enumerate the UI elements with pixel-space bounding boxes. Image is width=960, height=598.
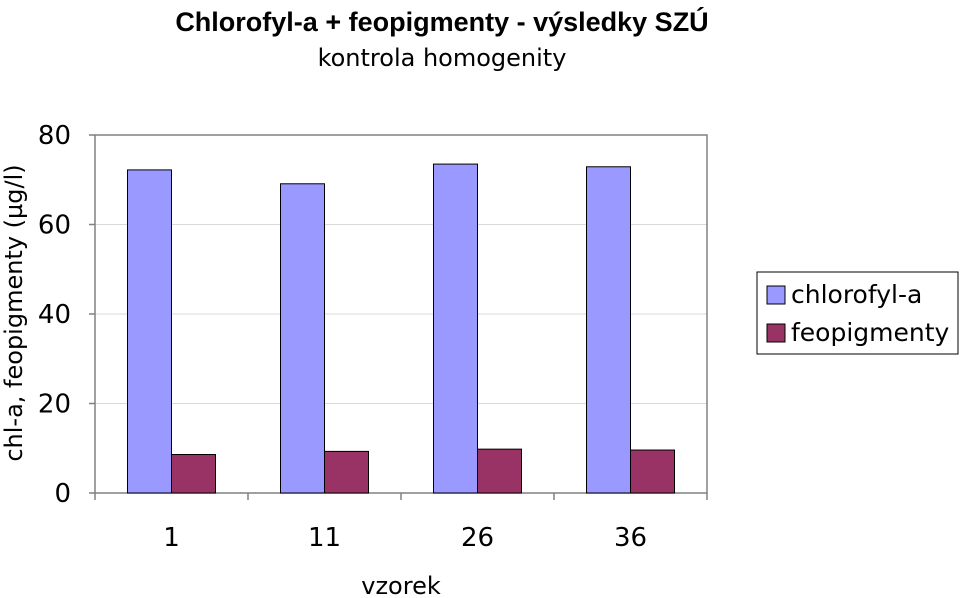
x-tick-label: 26 bbox=[461, 523, 494, 553]
y-tick-label: 20 bbox=[38, 390, 71, 420]
y-tick-label: 40 bbox=[38, 300, 71, 330]
x-tick-label: 36 bbox=[614, 523, 647, 553]
legend-box bbox=[756, 271, 959, 355]
y-tick-label: 0 bbox=[54, 479, 71, 509]
chart-title: Chlorofyl-a + feopigmenty - výsledky SZÚ bbox=[175, 6, 708, 37]
bar-chlorofyl-a bbox=[280, 183, 325, 494]
y-tick-label: 60 bbox=[38, 211, 71, 241]
bar-chlorofyl-a bbox=[433, 163, 478, 494]
legend: chlorofyl-a feopigmenty bbox=[756, 271, 959, 355]
y-tick-label: 80 bbox=[38, 121, 71, 151]
bar-feopigmenty bbox=[171, 454, 216, 494]
x-axis-label: vzorek bbox=[361, 572, 441, 598]
x-tick-label: 11 bbox=[308, 523, 341, 553]
bar-chlorofyl-a bbox=[127, 169, 172, 494]
legend-swatch bbox=[766, 285, 786, 305]
y-axis-label: chl-a, feopigmenty (µg/l) bbox=[0, 164, 28, 461]
bar-feopigmenty bbox=[324, 450, 369, 494]
bar-chlorofyl-a bbox=[586, 166, 631, 494]
legend-swatch bbox=[766, 323, 786, 343]
bar-feopigmenty bbox=[477, 448, 522, 494]
chart-subtitle: kontrola homogenity bbox=[318, 44, 567, 72]
x-tick-label: 1 bbox=[163, 523, 180, 553]
legend-label: feopigmenty bbox=[791, 318, 950, 347]
legend-label: chlorofyl-a bbox=[791, 280, 922, 309]
bar-feopigmenty bbox=[630, 449, 675, 494]
